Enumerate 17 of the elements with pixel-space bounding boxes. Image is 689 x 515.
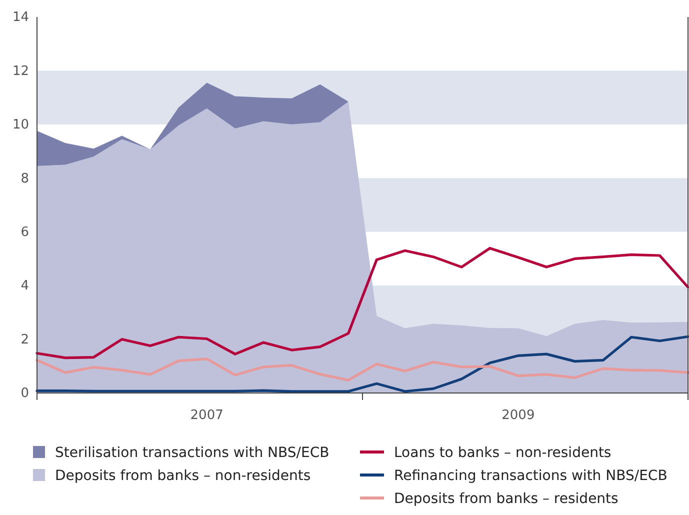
legend-label: Sterilisation transactions with NBS/ECB: [55, 445, 330, 461]
x-tick-label: 2007: [190, 408, 224, 424]
legend-label: Loans to banks – non-residents: [394, 445, 612, 461]
x-tick-label: 2009: [502, 408, 535, 424]
y-tick-label: 6: [20, 225, 29, 240]
y-tick-label: 12: [12, 64, 29, 79]
y-tick-label: 8: [20, 171, 29, 186]
legend-label: Refinancing transactions with NBS/ECB: [394, 468, 668, 484]
y-tick-label: 14: [12, 10, 29, 26]
line-series: [36, 246, 689, 360]
legend-label: Deposits from banks – non-residents: [55, 468, 311, 484]
y-tick-label: 10: [12, 118, 29, 133]
y-tick-label: 0: [20, 386, 29, 402]
y-tick-label: 4: [20, 278, 29, 294]
y-tick-label: 2: [20, 332, 29, 348]
legend-label: Deposits from banks – residents: [394, 491, 618, 507]
line-series: [36, 358, 689, 382]
